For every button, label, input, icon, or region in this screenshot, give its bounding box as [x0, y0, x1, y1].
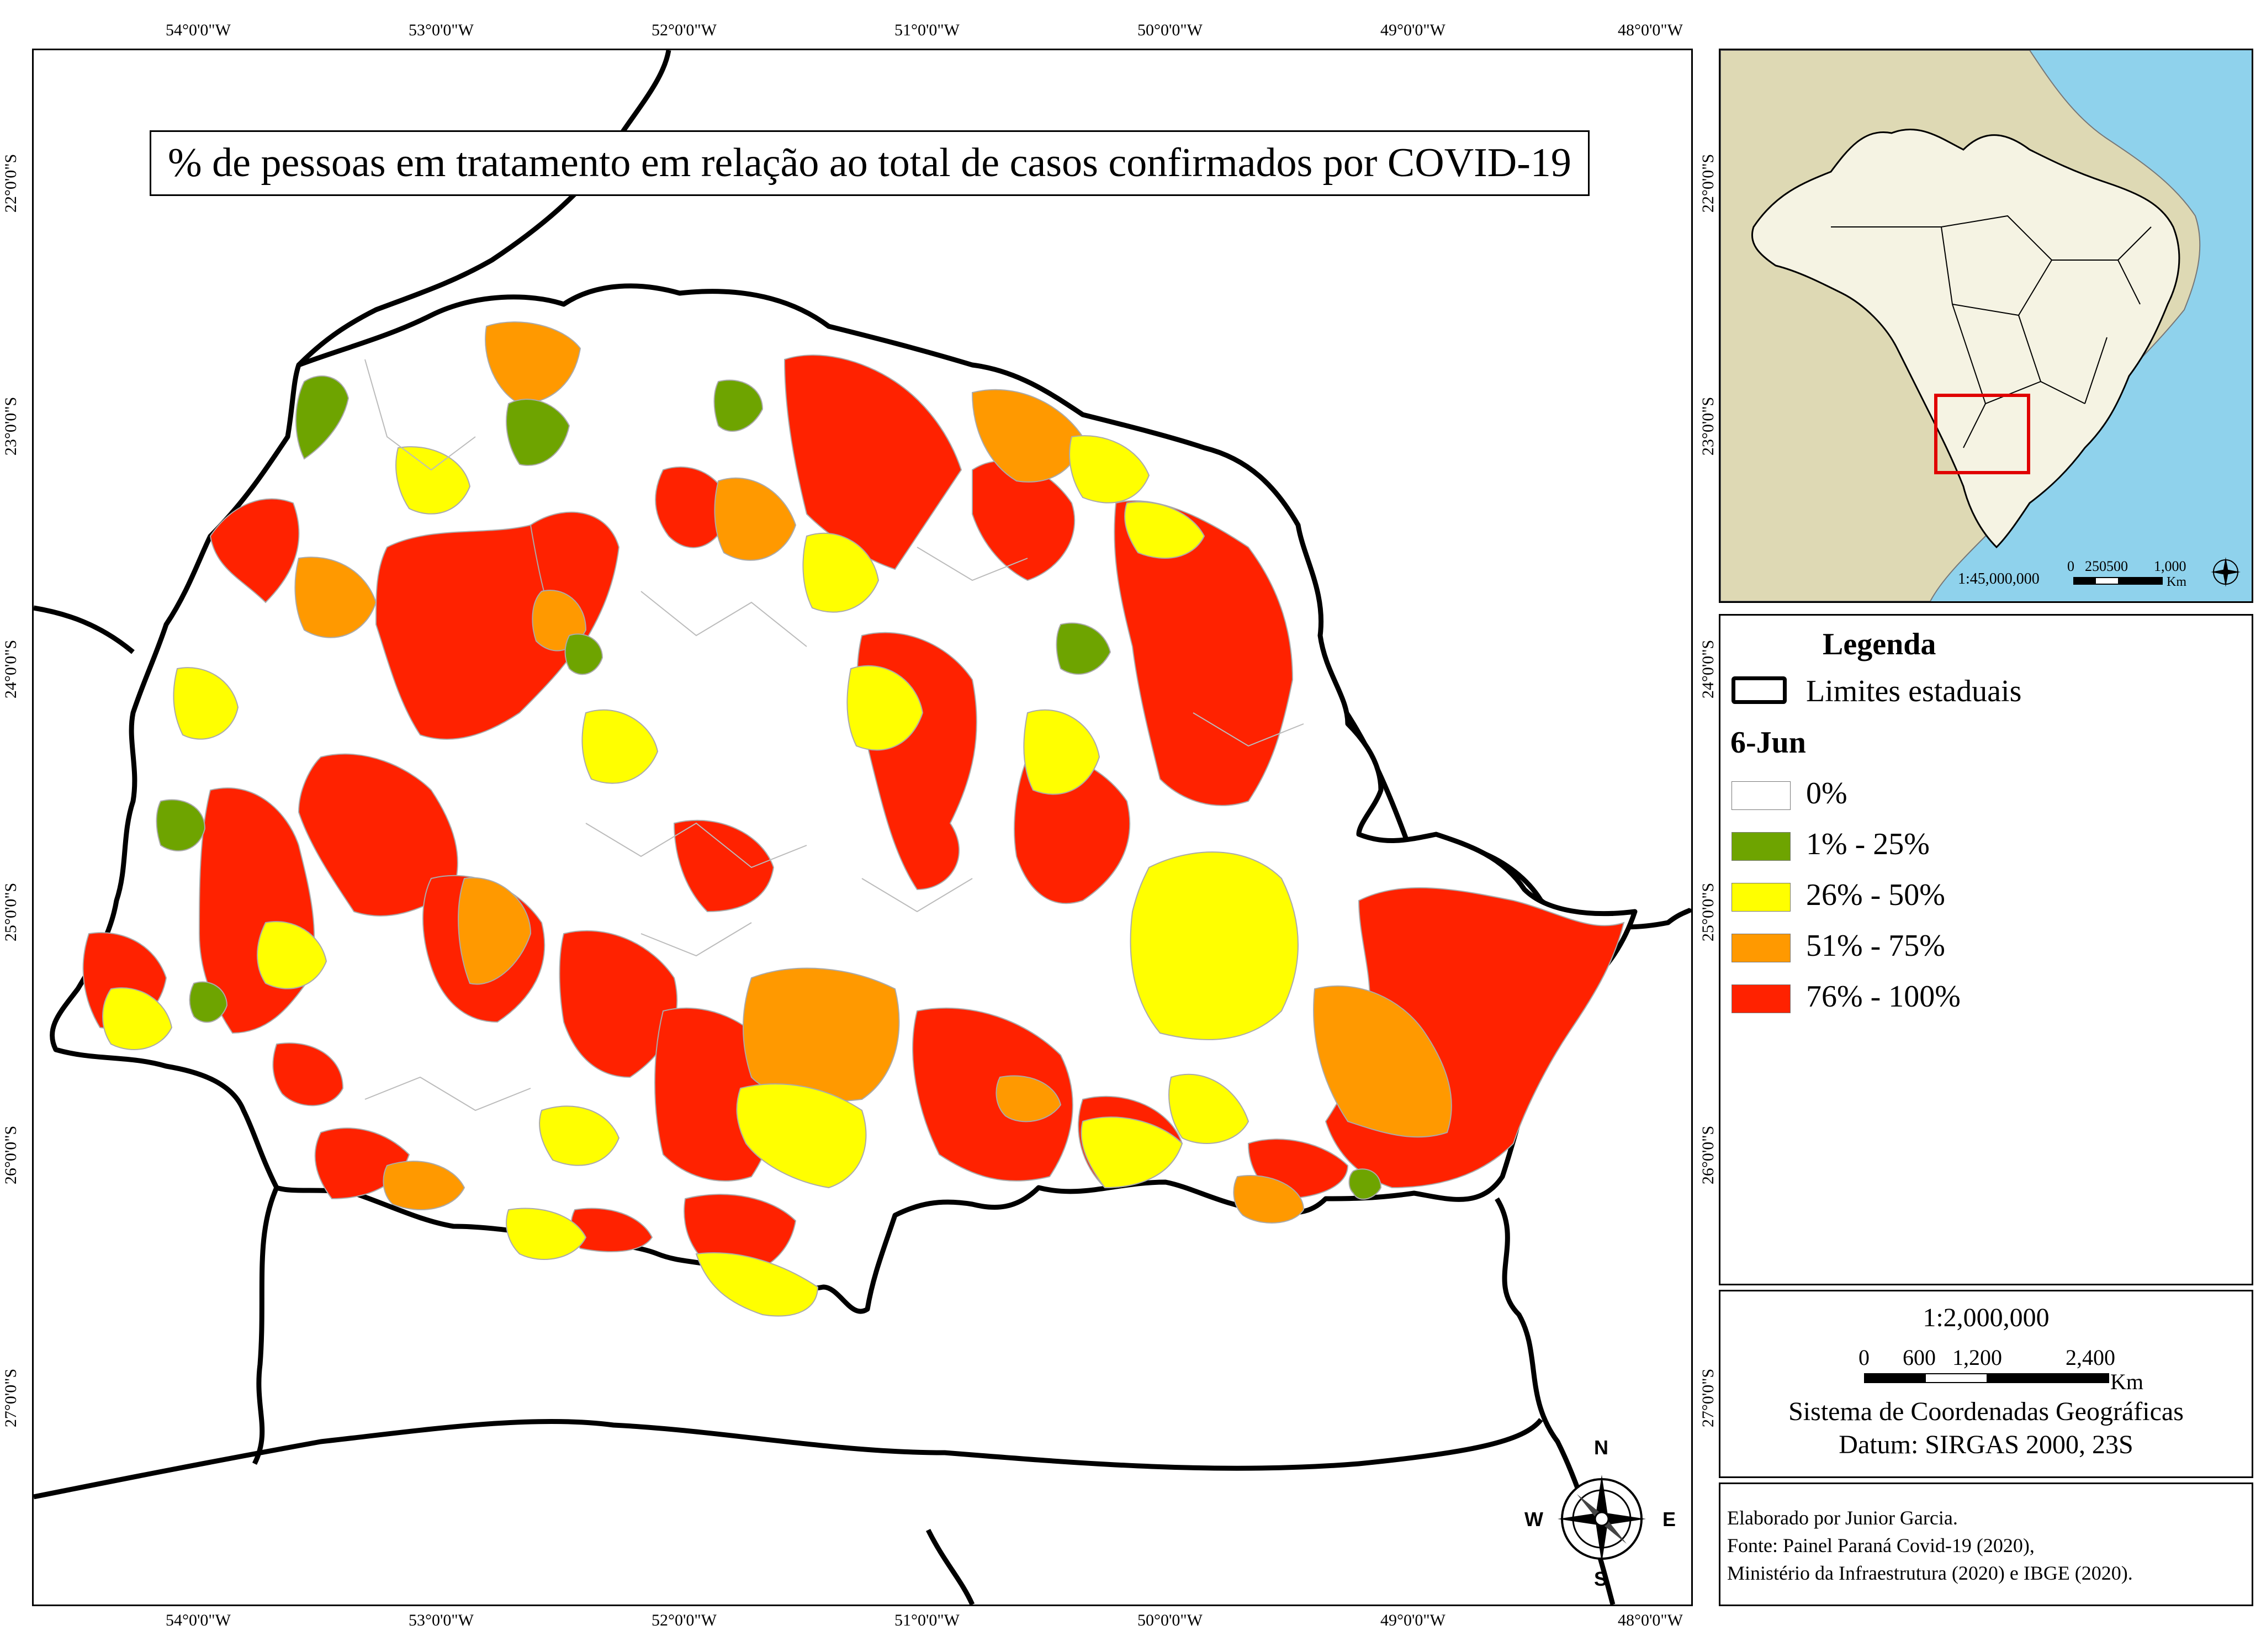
credits-line-2: Ministério da Infraestrutura (2020) e IB…	[1727, 1562, 2133, 1584]
lat-label-left-22: 22°0'0"S	[2, 153, 20, 213]
border-sc-south	[34, 1418, 1543, 1500]
brazil-state-lines	[1831, 215, 2152, 448]
compass-w-label: W	[1524, 1508, 1543, 1531]
legend-swatch-3	[1732, 934, 1791, 962]
scale-tick-2: 1,200	[1952, 1345, 2002, 1370]
inset-scale-ratio: 1:45,000,000	[1958, 570, 2040, 587]
main-map: % de pessoas em tratamento em relação ao…	[32, 49, 1693, 1606]
border-sc-east	[925, 1528, 975, 1605]
scale-bar	[1864, 1373, 2109, 1383]
lon-label-top-51: 51°0'0"W	[894, 21, 960, 39]
lat-label-left-26: 26°0'0"S	[2, 1125, 20, 1185]
inset-scale-unit: Km	[2167, 575, 2186, 589]
compass-e-label: E	[1662, 1508, 1676, 1531]
credits-line-1: Fonte: Painel Paraná Covid-19 (2020),	[1727, 1534, 2035, 1556]
border-ms-sp	[296, 50, 671, 367]
lat-label-right-24: 24°0'0"S	[1699, 639, 1717, 699]
legend-swatch-1	[1732, 832, 1791, 861]
lat-label-left-23: 23°0'0"S	[2, 396, 20, 456]
scale-unit: Km	[2110, 1369, 2143, 1394]
legend-label-1: 1% - 25%	[1806, 827, 1930, 861]
inset-compass-icon	[2211, 557, 2241, 587]
legend-label-4: 76% - 100%	[1806, 979, 1961, 1014]
scale-tick-1: 600	[1903, 1345, 1936, 1370]
inset-map: 1:45,000,000 0 250500 1,000 Km	[1719, 49, 2253, 603]
lon-label-bottom-52: 52°0'0"W	[652, 1611, 717, 1629]
municipality-lines	[364, 359, 1304, 1111]
parana-choropleth	[34, 50, 1691, 1605]
lon-label-top-53: 53°0'0"W	[409, 21, 474, 39]
inset-scale-tick-0: 0	[2067, 558, 2074, 574]
compass-icon	[1558, 1475, 1646, 1563]
lat-label-left-27: 27°0'0"S	[2, 1368, 20, 1428]
border-sc-north	[252, 1187, 279, 1465]
legend-date: 6-Jun	[1730, 726, 1806, 760]
credits: Elaborado por Junior Garcia. Fonte: Pain…	[1719, 1482, 2253, 1606]
credits-line-0: Elaborado por Junior Garcia.	[1727, 1507, 1958, 1529]
brazil-land	[1751, 128, 2180, 549]
lon-label-top-50: 50°0'0"W	[1137, 21, 1203, 39]
lat-label-right-23: 23°0'0"S	[1699, 396, 1717, 456]
scale-tick-0: 0	[1858, 1345, 1870, 1370]
lat-label-right-25: 25°0'0"S	[1699, 882, 1717, 942]
legend-swatch-0	[1732, 781, 1791, 810]
legend: Legenda Limites estaduais 6-Jun 0% 1% - …	[1719, 614, 2253, 1285]
legend-label-3: 51% - 75%	[1806, 929, 1945, 963]
compass-s-label: S	[1594, 1568, 1608, 1590]
lat-label-left-24: 24°0'0"S	[2, 639, 20, 699]
datum-label: Datum: SIRGAS 2000, 23S	[1839, 1430, 2133, 1459]
parana-location-box	[1934, 394, 2030, 474]
lon-label-top-49: 49°0'0"W	[1380, 21, 1445, 39]
legend-label-0: 0%	[1806, 776, 1847, 811]
scale-info: 1:2,000,000 0 600 1,200 2,400 Km Sistema…	[1719, 1290, 2253, 1478]
lon-label-bottom-54: 54°0'0"W	[166, 1611, 231, 1629]
inset-scale-tick-1: 250500	[2085, 558, 2128, 574]
state-limits-label: Limites estaduais	[1806, 674, 2022, 708]
legend-label-2: 26% - 50%	[1806, 878, 1945, 912]
scale-tick-3: 2,400	[2066, 1345, 2115, 1370]
lon-label-bottom-50: 50°0'0"W	[1137, 1611, 1203, 1629]
class-1-25-areas	[156, 375, 1382, 1200]
legend-swatch-2	[1732, 883, 1791, 912]
lon-label-bottom-51: 51°0'0"W	[894, 1611, 960, 1629]
south-america-inset	[1720, 50, 2201, 601]
lon-label-top-48: 48°0'0"W	[1618, 21, 1683, 39]
compass-rose: N S W E	[1524, 1436, 1679, 1591]
lat-label-left-25: 25°0'0"S	[2, 882, 20, 942]
lon-label-top-52: 52°0'0"W	[652, 21, 717, 39]
lat-label-right-27: 27°0'0"S	[1699, 1368, 1717, 1428]
lon-label-bottom-53: 53°0'0"W	[409, 1611, 474, 1629]
crs-label: Sistema de Coordenadas Geográficas	[1788, 1397, 2184, 1426]
lon-label-top-54: 54°0'0"W	[166, 21, 231, 39]
border-west	[34, 605, 135, 654]
map-title: % de pessoas em tratamento em relação ao…	[150, 130, 1590, 196]
lat-label-right-26: 26°0'0"S	[1699, 1125, 1717, 1185]
compass-n-label: N	[1594, 1436, 1608, 1459]
legend-swatch-4	[1732, 984, 1791, 1013]
lon-label-bottom-49: 49°0'0"W	[1380, 1611, 1445, 1629]
inset-scale-tick-2: 1,000	[2154, 558, 2186, 574]
legend-title: Legenda	[1823, 627, 1936, 661]
scale-ratio: 1:2,000,000	[1923, 1303, 2050, 1332]
lon-label-bottom-48: 48°0'0"W	[1618, 1611, 1683, 1629]
lat-label-right-22: 22°0'0"S	[1699, 153, 1717, 213]
class-26-50-areas	[102, 435, 1299, 1317]
state-limits-swatch	[1732, 676, 1787, 704]
